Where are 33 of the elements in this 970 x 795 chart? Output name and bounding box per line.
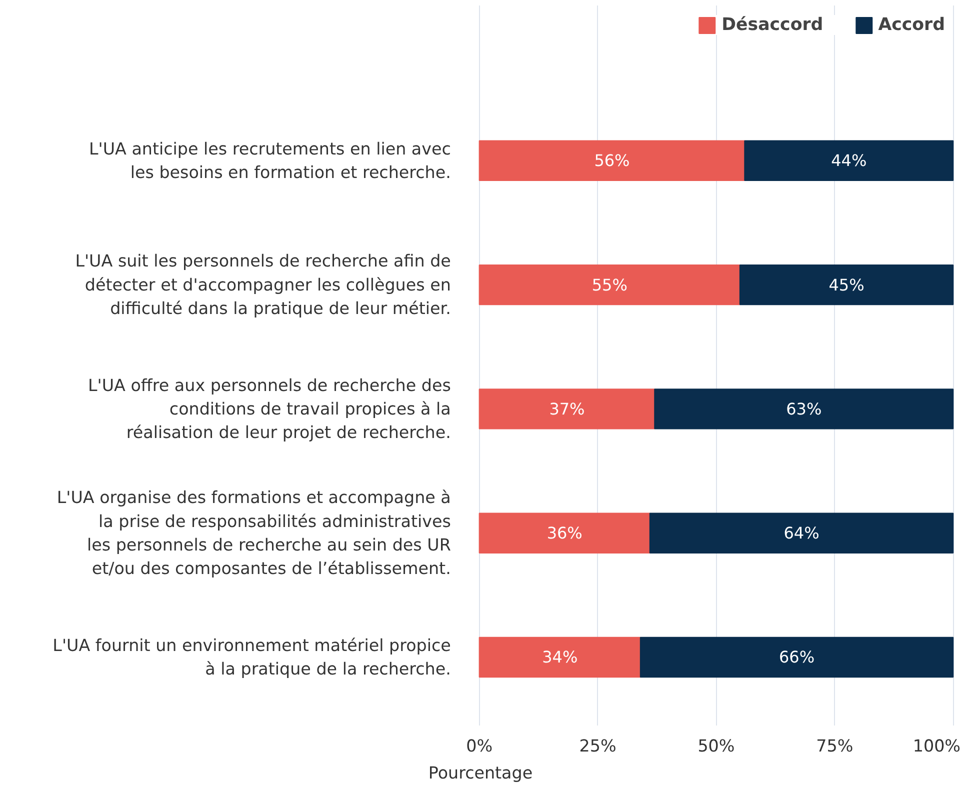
y-tick-label: L'UA fournit un environnement matériel propice à la pratique de la recherche. xyxy=(52,636,451,679)
data-label: 63% xyxy=(786,399,822,418)
y-tick-label: L'UA suit les personnels de recherche afin de détecter et d'accompagner les collègues en difficulté dans la pratique de leur métier. xyxy=(75,252,451,318)
x-tick-label: 75% xyxy=(816,736,854,756)
x-tick-label: 100% xyxy=(912,736,961,756)
bar xyxy=(478,512,650,554)
y-tick-label: L'UA anticipe les recrutements en lien avec les besoins en formation et recherche. xyxy=(88,139,451,182)
bar xyxy=(739,264,954,306)
data-label: 56% xyxy=(594,151,630,170)
bar xyxy=(478,140,746,182)
data-label: 45% xyxy=(828,275,864,294)
data-label: 64% xyxy=(784,524,820,543)
legend-label: Accord xyxy=(878,15,945,35)
data-label: 36% xyxy=(546,524,582,543)
x-tick-label: 0% xyxy=(466,736,493,756)
bar xyxy=(478,388,656,430)
data-label: 55% xyxy=(592,275,628,294)
bar xyxy=(640,636,954,678)
bar xyxy=(654,388,954,430)
data-label: 34% xyxy=(542,648,578,667)
x-tick-label: 25% xyxy=(579,736,616,756)
y-tick-label: L'UA offre aux personnels de recherche des conditions de travail propices à la réalisation de leur projet de recherche. xyxy=(88,376,451,442)
bar xyxy=(478,264,740,306)
data-label: 44% xyxy=(831,151,867,170)
bar xyxy=(649,512,954,554)
x-tick-label: 50% xyxy=(698,736,735,756)
data-label: 66% xyxy=(778,648,815,667)
x-axis-title: Pourcentage xyxy=(428,764,533,782)
bar xyxy=(478,636,641,678)
y-tick-label: L'UA organise des formations et accompagne à la prise de responsabilités administratives les personnels de recherche au sein des UR et/ou des composantes de l’établissement. xyxy=(56,488,452,578)
bar xyxy=(744,140,954,182)
legend-label: Désaccord xyxy=(722,15,824,35)
data-label: 37% xyxy=(549,399,585,418)
